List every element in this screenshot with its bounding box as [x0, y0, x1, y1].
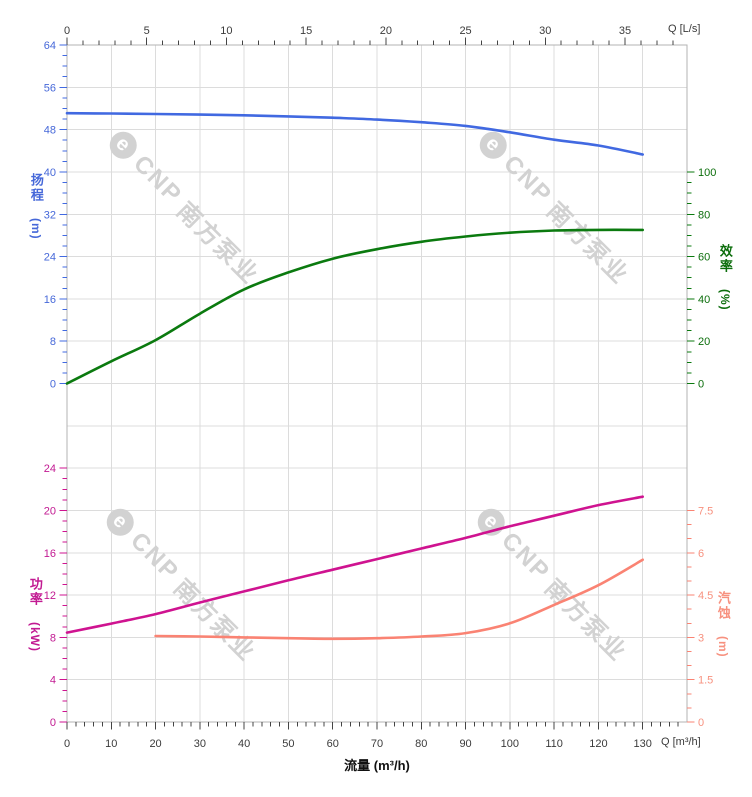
cnp-logo-icon: e	[104, 126, 143, 165]
power-axis-title: 功率	[27, 577, 43, 607]
head-axis-tick-label: 48	[44, 125, 56, 137]
top-axis-tick-label: 25	[459, 25, 471, 37]
watermark-brand: CNP	[498, 149, 558, 210]
top-axis-tick-label: 35	[619, 25, 631, 37]
watermark-company: 南方泵业	[539, 574, 632, 667]
top-axis-unit-label: Q [L/s]	[668, 23, 701, 35]
efficiency-axis-tick-label: 100	[698, 167, 716, 179]
npsh-axis-tick-label: 7.5	[698, 505, 713, 517]
watermark: e CNP 南方泵业	[98, 500, 265, 667]
npsh-axis-unit: (m)	[715, 635, 730, 658]
cnp-logo-icon: e	[472, 503, 511, 542]
head-axis-unit: (m)	[28, 217, 43, 240]
efficiency-curve	[65, 228, 644, 385]
bottom-axis-tick-label: 30	[194, 738, 206, 750]
head-axis-tick-label: 56	[44, 82, 56, 94]
bottom-axis-tick-label: 70	[371, 738, 383, 750]
bottom-axis-tick-label: 120	[589, 738, 607, 750]
head-axis-tick-label: 8	[50, 336, 56, 348]
bottom-axis-tick-label: 110	[545, 738, 563, 750]
efficiency-axis-title: 效率	[717, 244, 733, 274]
top-axis-tick-label: 10	[220, 25, 232, 37]
top-axis-tick-label: 30	[539, 25, 551, 37]
bottom-axis-tick-label: 100	[501, 738, 519, 750]
efficiency-axis-tick-label: 0	[698, 379, 704, 391]
head-axis-tick-label: 32	[44, 209, 56, 221]
bottom-axis-tick-label: 20	[149, 738, 161, 750]
head-axis-tick-label: 40	[44, 167, 56, 179]
efficiency-axis-tick-label: 80	[698, 209, 710, 221]
watermark: e CNP 南方泵业	[469, 500, 636, 667]
npsh-axis-tick-label: 3	[698, 632, 704, 644]
npsh-axis-title: 汽蚀	[715, 591, 731, 621]
bottom-axis-unit-label: Q [m³/h]	[661, 736, 701, 748]
efficiency-axis-tick-label: 20	[698, 336, 710, 348]
watermark-company: 南方泵业	[168, 574, 261, 667]
npsh-axis-title-block: 汽蚀 (m)	[714, 591, 731, 657]
cnp-logo-icon: e	[101, 503, 140, 542]
bottom-axis-tick-label: 80	[415, 738, 427, 750]
watermark-brand: CNP	[496, 526, 556, 587]
bottom-axis-tick-label: 90	[459, 738, 471, 750]
power-axis-tick-label: 16	[44, 548, 56, 560]
head-axis-title: 扬程	[28, 173, 44, 203]
bottom-axis-tick-label: 130	[634, 738, 652, 750]
power-axis-tick-label: 0	[50, 717, 56, 729]
top-axis-tick-label: 5	[144, 25, 150, 37]
watermark: e CNP 南方泵业	[101, 123, 268, 290]
efficiency-axis-tick-label: 40	[698, 294, 710, 306]
efficiency-axis-tick-label: 60	[698, 252, 710, 264]
npsh-axis-tick-label: 0	[698, 717, 704, 729]
power-axis-tick-label: 24	[44, 463, 56, 475]
bottom-axis-tick-label: 0	[64, 738, 70, 750]
bottom-axis-tick-label: 50	[282, 738, 294, 750]
head-axis-tick-label: 64	[44, 40, 56, 52]
cnp-logo-icon: e	[474, 126, 513, 165]
power-axis-title-block: 功率 (kW)	[26, 577, 43, 652]
npsh-axis-tick-label: 1.5	[698, 675, 713, 687]
efficiency-axis-unit: (%)	[717, 288, 732, 311]
head-axis-tick-label: 16	[44, 294, 56, 306]
npsh-axis-tick-label: 4.5	[698, 590, 713, 602]
watermark-brand: CNP	[128, 149, 188, 210]
top-axis-tick-label: 15	[300, 25, 312, 37]
head-axis-title-block: 扬程 (m)	[27, 173, 44, 239]
efficiency-axis-title-block: 效率 (%)	[716, 244, 733, 310]
watermark-company: 南方泵业	[541, 197, 634, 290]
watermark: e CNP 南方泵业	[471, 123, 638, 290]
x-axis-title: 流量 (m³/h)	[344, 758, 410, 773]
power-axis-tick-label: 4	[50, 675, 56, 687]
power-axis-tick-label: 12	[44, 590, 56, 602]
head-axis-tick-label: 0	[50, 379, 56, 391]
watermark-company: 南方泵业	[171, 197, 264, 290]
bottom-axis-tick-label: 10	[105, 738, 117, 750]
npsh-axis-tick-label: 6	[698, 548, 704, 560]
head-curve	[65, 111, 644, 156]
power-axis-tick-label: 8	[50, 632, 56, 644]
watermark-brand: CNP	[125, 526, 185, 587]
bottom-axis-tick-label: 60	[327, 738, 339, 750]
power-axis-unit: (kW)	[27, 621, 42, 652]
head-axis-tick-label: 24	[44, 252, 56, 264]
top-axis-tick-label: 0	[64, 25, 70, 37]
power-axis-tick-label: 20	[44, 505, 56, 517]
top-axis-tick-label: 20	[380, 25, 392, 37]
bottom-axis-tick-label: 40	[238, 738, 250, 750]
